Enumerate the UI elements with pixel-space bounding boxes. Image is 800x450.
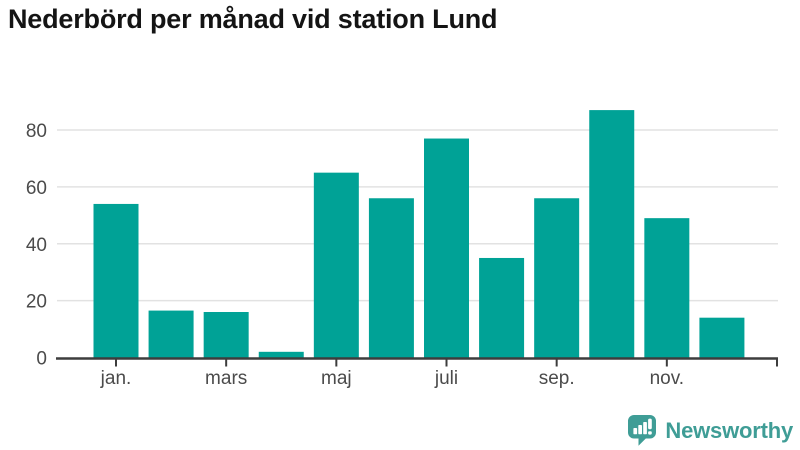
bar-feb — [148, 310, 194, 358]
bar-nov — [644, 218, 690, 358]
newsworthy-logo[interactable]: Newsworthy — [627, 414, 793, 447]
bar-aug — [479, 257, 525, 358]
y-tick-label-0: 0 — [36, 349, 47, 370]
y-tick-label-60: 60 — [26, 178, 47, 199]
bar-mar — [203, 312, 249, 358]
bar-apr — [258, 351, 304, 358]
x-tick-label-mars: mars — [205, 368, 247, 389]
x-tick-label-nov: nov. — [650, 368, 685, 389]
bar-dec — [699, 317, 745, 358]
newsworthy-logo-text: Newsworthy — [665, 417, 793, 443]
y-tick-label-20: 20 — [26, 292, 47, 313]
x-tick-label-jan: jan. — [100, 368, 132, 389]
bar-jun — [368, 198, 414, 358]
newsworthy-chart-speech-bubble-icon — [628, 415, 657, 446]
x-tick-label-juli: juli — [434, 368, 458, 389]
bar-maj — [313, 172, 359, 358]
bar-okt — [589, 110, 635, 358]
bar-jul — [424, 138, 469, 358]
y-tick-label-80: 80 — [26, 121, 47, 142]
bar-jan — [93, 203, 139, 358]
y-tick-label-40: 40 — [26, 235, 47, 256]
chart-title: Nederbörd per månad vid station Lund — [8, 4, 498, 34]
x-tick-label-sep: sep. — [539, 368, 575, 389]
bar-sep — [534, 198, 580, 358]
x-tick-label-maj: maj — [321, 368, 352, 389]
